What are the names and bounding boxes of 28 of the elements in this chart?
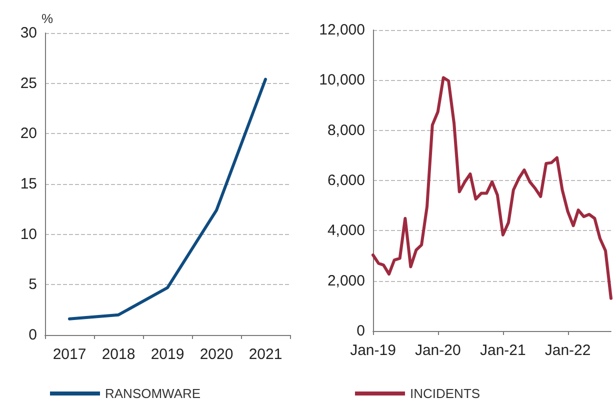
x-tick-label: 2021 bbox=[248, 346, 282, 363]
y-tick-label: 12,000 bbox=[319, 22, 365, 38]
y-axis-title: % bbox=[41, 11, 54, 26]
x-tick-label: Jan-22 bbox=[544, 342, 591, 359]
x-tick-label: 2018 bbox=[102, 346, 136, 363]
x-tick-label: Jan-20 bbox=[414, 342, 461, 359]
y-tick-label: 8,000 bbox=[327, 122, 365, 139]
y-tick-label: 6,000 bbox=[327, 172, 365, 189]
x-tick-label: Jan-21 bbox=[480, 342, 526, 359]
x-tick-label: 2017 bbox=[52, 346, 86, 363]
legend-label: RANSOMWARE bbox=[105, 386, 201, 401]
y-tick-label: 2,000 bbox=[327, 272, 365, 290]
y-tick-label: 20 bbox=[20, 125, 37, 142]
line-series bbox=[372, 76, 612, 300]
y-tick-label: 10 bbox=[20, 226, 37, 243]
y-tick-label: 0 bbox=[356, 322, 365, 340]
line-series bbox=[68, 78, 267, 320]
y-tick-label: 0 bbox=[28, 326, 37, 344]
x-tick-label: Jan-19 bbox=[350, 342, 396, 359]
x-tick-label: 2020 bbox=[200, 346, 234, 363]
x-tick-label: 2019 bbox=[150, 346, 184, 363]
y-tick-label: 5 bbox=[28, 276, 37, 294]
y-tick-label: 30 bbox=[20, 24, 37, 42]
legend-label: INCIDENTS bbox=[410, 386, 480, 401]
y-tick-label: 10,000 bbox=[319, 72, 365, 89]
y-tick-label: 25 bbox=[20, 74, 37, 92]
y-tick-label: 4,000 bbox=[327, 222, 365, 240]
y-tick-label: 15 bbox=[20, 176, 37, 192]
